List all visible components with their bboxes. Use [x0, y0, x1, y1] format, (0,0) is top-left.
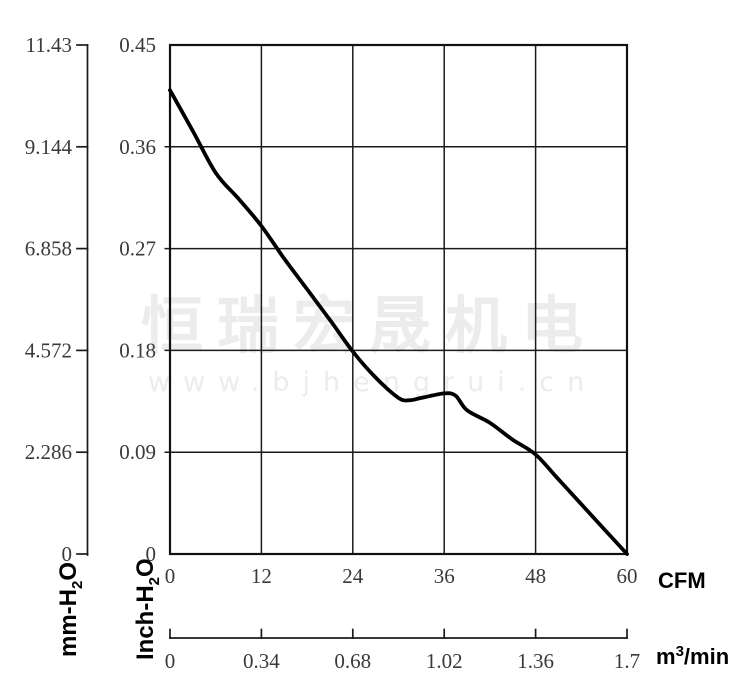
m3min-tick-label: 0.68	[334, 649, 371, 673]
cfm-tick-label: 60	[617, 564, 638, 588]
m3min-tick-label: 1.02	[426, 649, 463, 673]
inch-tick-label: 0.36	[119, 135, 156, 159]
m3min-tick-label: 0	[165, 649, 176, 673]
grid-horizontal	[164, 146, 627, 453]
watermark: 恒瑞宏晟机电 www.bjhengrui.cn	[141, 289, 597, 398]
inch-unit-post: O	[132, 558, 159, 577]
mm-unit-pre: mm-H	[55, 589, 82, 657]
cfm-tick-label: 0	[165, 564, 176, 588]
mm-unit-sub: 2	[69, 581, 86, 589]
cfm-unit-label: CFM	[658, 568, 706, 593]
m3min-tick-label: 1.36	[517, 649, 554, 673]
inch-unit-sub: 2	[146, 577, 163, 585]
inch-tick-label: 0	[146, 542, 157, 566]
watermark-website-text: www.bjhengrui.cn	[148, 367, 597, 398]
inch-tick-label: 0.27	[119, 237, 156, 261]
mm-tick-label: 6.858	[25, 237, 72, 261]
plot-border	[168, 43, 629, 556]
inch-tick-label: 0.09	[119, 440, 156, 464]
m3min-unit-sup: 3	[676, 643, 684, 660]
mm-tick-label: 4.572	[25, 338, 72, 362]
cfm-axis: 0 12 24 36 48 60	[165, 564, 638, 588]
grid-vertical	[260, 45, 537, 554]
inch-tick-label: 0.45	[119, 33, 156, 57]
m3min-unit-post: /min	[684, 644, 729, 669]
mm-axis: 11.43 9.144 6.858 4.572 2.286 0	[25, 33, 89, 566]
cfm-tick-label: 24	[342, 564, 364, 588]
m3min-unit-pre: m	[656, 644, 676, 669]
inch-unit-pre: Inch-H	[132, 585, 159, 660]
m3min-unit-label: m3/min	[656, 643, 729, 669]
cfm-tick-label: 48	[525, 564, 546, 588]
mm-tick-label: 2.286	[25, 440, 72, 464]
inch-tick-label: 0.18	[119, 338, 156, 362]
m3min-tick-label: 1.7	[614, 649, 640, 673]
inch-axis: 0.45 0.36 0.27 0.18 0.09 0	[119, 33, 156, 566]
cfm-tick-label: 36	[434, 564, 455, 588]
cfm-tick-label: 12	[251, 564, 272, 588]
mm-unit-label: mm-H2O	[55, 562, 86, 657]
mm-tick-label: 9.144	[25, 135, 73, 159]
mm-tick-label: 0	[62, 542, 73, 566]
m3min-axis: 0 0.34 0.68 1.02 1.36 1.7	[165, 628, 640, 673]
inch-unit-label: Inch-H2O	[132, 558, 163, 660]
mm-tick-label: 11.43	[26, 33, 72, 57]
fan-curve	[168, 88, 629, 556]
mm-unit-post: O	[55, 562, 82, 581]
m3min-tick-label: 0.34	[243, 649, 280, 673]
